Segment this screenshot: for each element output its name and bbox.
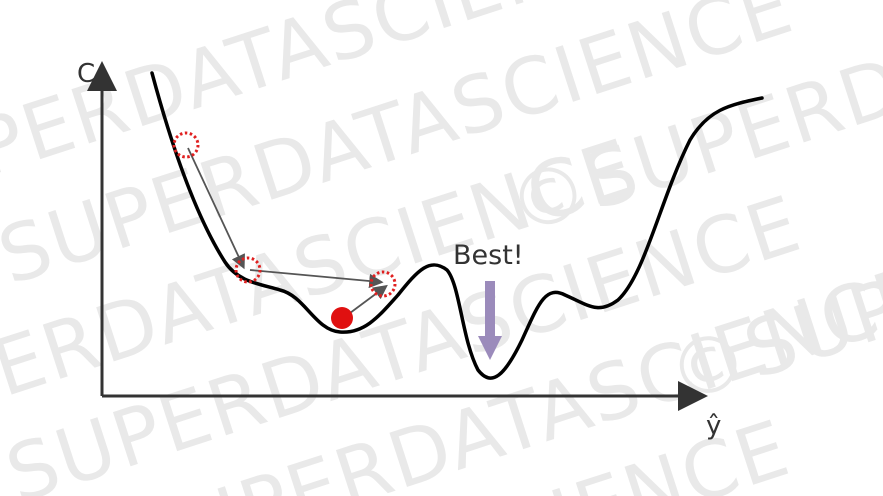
- best-label: Best!: [453, 240, 524, 271]
- ball: [331, 307, 353, 329]
- best-arrow: [478, 281, 502, 360]
- step-arrow-3: [345, 284, 388, 317]
- x-axis-label: ŷ: [706, 411, 721, 441]
- y-axis-label: C: [77, 59, 95, 89]
- step-arrow-1: [187, 147, 245, 270]
- step-marker-3: [369, 270, 397, 298]
- step-marker-1: [172, 131, 200, 159]
- step-marker-2: [234, 256, 262, 284]
- step-arrow-2: [249, 269, 384, 289]
- cost-curve: [150, 71, 764, 380]
